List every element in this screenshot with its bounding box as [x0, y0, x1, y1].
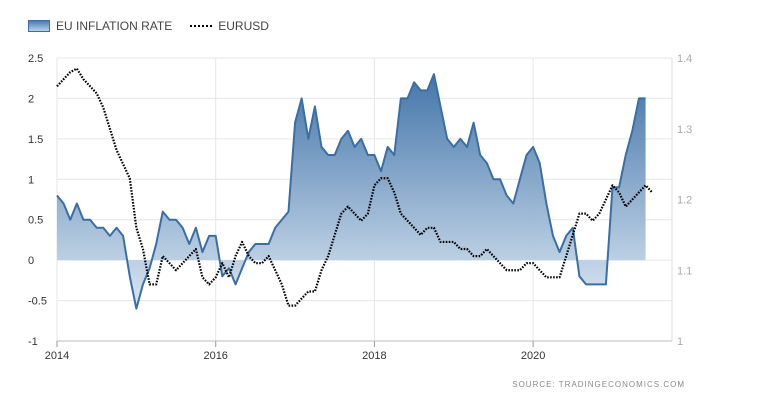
eurusd-legend-swatch: [190, 25, 213, 27]
right-tick-label: 1.3: [677, 124, 692, 136]
right-tick-label: 1.4: [677, 53, 692, 65]
left-tick-label: 0: [28, 255, 34, 267]
x-tick-label: 2016: [203, 350, 227, 362]
inflation-series: [56, 73, 646, 310]
left-tick-label: 2: [28, 93, 34, 105]
eurusd-legend-label: EURUSD: [218, 19, 269, 33]
chart-legend: EU INFLATION RATE EURUSD: [28, 17, 269, 35]
left-tick-label: 2.5: [28, 53, 43, 65]
right-tick-label: 1.1: [677, 265, 692, 277]
x-tick-label: 2014: [45, 350, 69, 362]
eurusd-line: [56, 67, 653, 307]
eurusd-series: [56, 67, 653, 307]
inflation-legend-label: EU INFLATION RATE: [56, 19, 173, 33]
left-tick-label: 0.5: [28, 215, 43, 227]
axes: -1 -0.5 0 0.5 1 1.5 2 2.5 2014 2016 2018 2020 1 1.1 1.…: [28, 53, 692, 362]
x-tick-label: 2018: [362, 350, 386, 362]
left-tick-label: 1: [28, 174, 34, 186]
inflation-legend-swatch: [28, 20, 50, 32]
right-tick-label: 1: [677, 336, 683, 348]
inflation-area-fill: [57, 74, 646, 309]
inflation-line: [56, 73, 646, 310]
right-tick-label: 1.2: [677, 195, 692, 207]
source-note: SOURCE: TRADINGECONOMICS.COM: [512, 380, 685, 389]
left-tick-label: -0.5: [28, 296, 47, 308]
left-tick-label: -1: [28, 336, 38, 348]
left-tick-label: 1.5: [28, 134, 43, 146]
x-tick-label: 2020: [521, 350, 545, 362]
